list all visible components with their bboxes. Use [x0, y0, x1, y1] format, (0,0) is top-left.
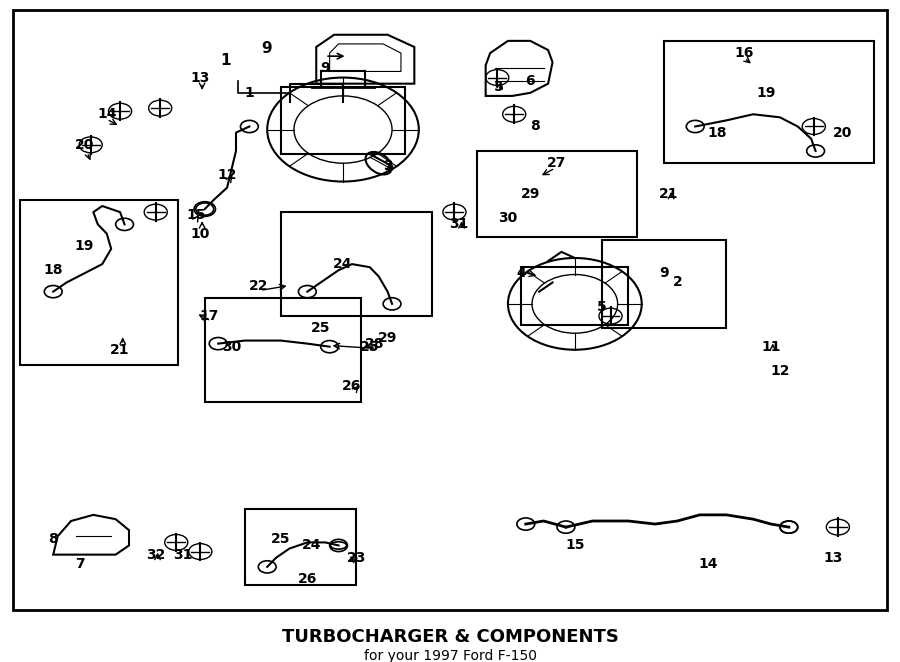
Text: 14: 14: [698, 557, 718, 571]
Text: 26: 26: [298, 572, 317, 586]
Text: 26: 26: [342, 379, 362, 393]
Bar: [601, 240, 726, 328]
Bar: [281, 212, 432, 316]
Text: 23: 23: [346, 551, 366, 565]
Text: 7: 7: [75, 557, 85, 571]
Text: 4: 4: [517, 266, 526, 280]
Text: 18: 18: [707, 126, 727, 140]
Bar: [521, 267, 628, 325]
Text: 13: 13: [191, 71, 210, 85]
Text: 21: 21: [111, 343, 130, 357]
Text: 8: 8: [530, 120, 540, 134]
Text: 19: 19: [757, 86, 776, 100]
Text: 28: 28: [364, 336, 384, 351]
Text: 18: 18: [43, 263, 63, 277]
Text: 32: 32: [146, 547, 166, 561]
Text: 19: 19: [75, 239, 94, 253]
Text: 12: 12: [770, 364, 789, 378]
Text: 24: 24: [302, 538, 321, 553]
Text: 22: 22: [248, 279, 268, 293]
Text: 27: 27: [547, 156, 567, 170]
Text: 15: 15: [186, 208, 205, 222]
Bar: [281, 87, 405, 154]
Text: TURBOCHARGER & COMPONENTS: TURBOCHARGER & COMPONENTS: [282, 628, 618, 646]
Text: 29: 29: [378, 330, 397, 344]
Text: 11: 11: [761, 340, 781, 354]
Text: 25: 25: [311, 321, 330, 336]
Bar: [245, 509, 356, 585]
Text: 30: 30: [222, 340, 241, 354]
Text: 14: 14: [97, 107, 116, 121]
Text: 1: 1: [245, 86, 255, 100]
Text: 20: 20: [75, 138, 94, 152]
Text: 30: 30: [499, 211, 517, 225]
Text: 10: 10: [191, 226, 210, 240]
Text: 2: 2: [672, 275, 682, 289]
Bar: [477, 151, 637, 236]
Text: 31: 31: [449, 217, 469, 231]
Text: 9: 9: [320, 62, 330, 75]
Bar: [664, 41, 874, 164]
Bar: [20, 200, 178, 365]
Text: 3: 3: [382, 160, 392, 173]
Text: 16: 16: [734, 46, 754, 60]
Text: 17: 17: [200, 309, 219, 323]
Bar: [205, 298, 361, 402]
Text: 25: 25: [360, 340, 380, 354]
Text: 8: 8: [49, 532, 58, 546]
Text: 6: 6: [526, 73, 536, 87]
Text: 31: 31: [173, 547, 193, 561]
Text: for your 1997 Ford F-150: for your 1997 Ford F-150: [364, 649, 536, 662]
Text: 15: 15: [565, 538, 585, 553]
Text: 9: 9: [659, 266, 669, 280]
Text: 12: 12: [217, 168, 237, 183]
Text: 1: 1: [220, 54, 230, 68]
Text: 24: 24: [333, 257, 353, 271]
Text: 20: 20: [832, 126, 852, 140]
Text: 9: 9: [261, 41, 272, 56]
Text: 5: 5: [597, 300, 607, 314]
Text: 5: 5: [494, 79, 504, 94]
Text: 21: 21: [659, 187, 679, 201]
Text: 13: 13: [824, 551, 843, 565]
Text: 29: 29: [520, 187, 540, 201]
Text: 25: 25: [271, 532, 291, 546]
